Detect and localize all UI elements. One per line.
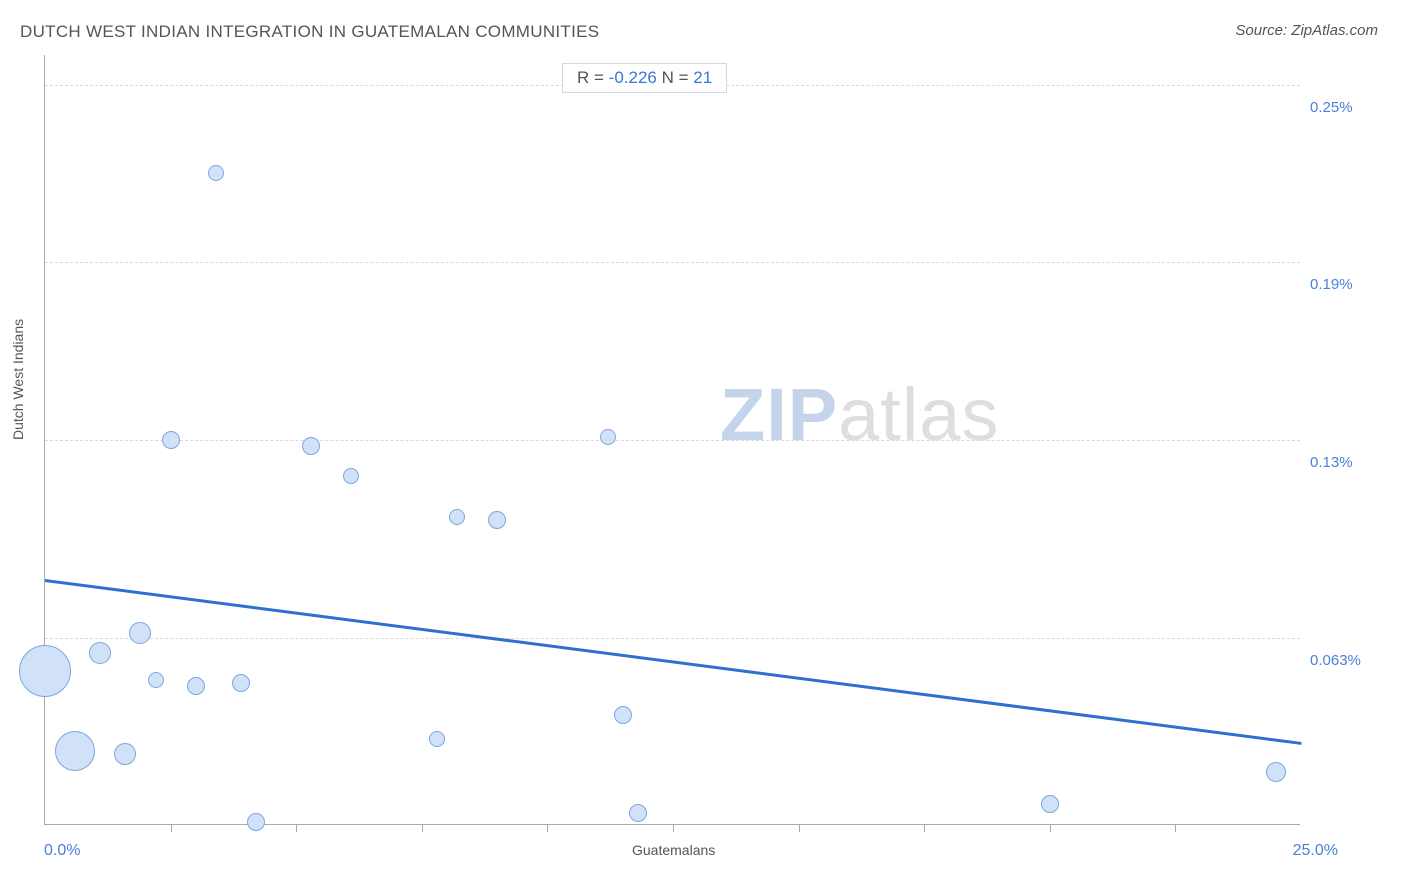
data-point: [232, 674, 250, 692]
data-point: [208, 165, 224, 181]
gridline: [45, 638, 1300, 639]
stat-n-value: 21: [693, 68, 712, 87]
x-axis-start: 0.0%: [44, 842, 80, 860]
trend-line: [45, 579, 1301, 744]
source-prefix: Source:: [1235, 22, 1291, 39]
data-point: [429, 731, 445, 747]
stats-box: R = -0.226 N = 21: [562, 63, 727, 93]
scatter-chart: [44, 55, 1300, 825]
stat-r-value: -0.226: [609, 68, 657, 87]
x-tick: [547, 824, 548, 832]
data-point: [148, 672, 164, 688]
data-point: [129, 622, 151, 644]
data-point: [614, 706, 632, 724]
x-tick: [673, 824, 674, 832]
data-point: [600, 429, 616, 445]
stat-n-label: N =: [657, 68, 693, 87]
data-point: [89, 642, 111, 664]
source-name: ZipAtlas.com: [1291, 22, 1378, 39]
x-tick: [171, 824, 172, 832]
x-tick: [1175, 824, 1176, 832]
data-point: [488, 511, 506, 529]
stat-r-label: R =: [577, 68, 609, 87]
x-axis-label: Guatemalans: [632, 842, 715, 858]
gridline: [45, 440, 1300, 441]
x-tick: [924, 824, 925, 832]
y-tick-label: 0.25%: [1310, 99, 1353, 116]
x-tick: [422, 824, 423, 832]
y-tick-label: 0.13%: [1310, 454, 1353, 471]
x-tick: [296, 824, 297, 832]
data-point: [343, 468, 359, 484]
x-axis-end: 25.0%: [1293, 842, 1338, 860]
x-tick: [799, 824, 800, 832]
watermark-atlas: atlas: [838, 373, 999, 456]
x-tick: [1050, 824, 1051, 832]
data-point: [449, 509, 465, 525]
gridline: [45, 262, 1300, 263]
y-tick-label: 0.063%: [1310, 652, 1361, 669]
data-point: [629, 804, 647, 822]
source-credit: Source: ZipAtlas.com: [1235, 22, 1378, 39]
data-point: [114, 743, 136, 765]
y-tick-label: 0.19%: [1310, 276, 1353, 293]
data-point: [55, 731, 95, 771]
data-point: [162, 431, 180, 449]
data-point: [247, 813, 265, 831]
data-point: [1266, 762, 1286, 782]
data-point: [19, 645, 71, 697]
data-point: [187, 677, 205, 695]
watermark-zip: ZIP: [720, 373, 838, 456]
data-point: [302, 437, 320, 455]
y-axis-label: Dutch West Indians: [10, 319, 26, 440]
data-point: [1041, 795, 1059, 813]
watermark: ZIPatlas: [720, 372, 999, 457]
page-title: DUTCH WEST INDIAN INTEGRATION IN GUATEMA…: [20, 22, 599, 42]
